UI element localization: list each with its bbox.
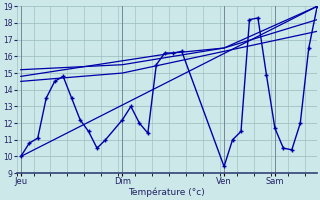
X-axis label: Température (°c): Température (°c) xyxy=(129,188,205,197)
